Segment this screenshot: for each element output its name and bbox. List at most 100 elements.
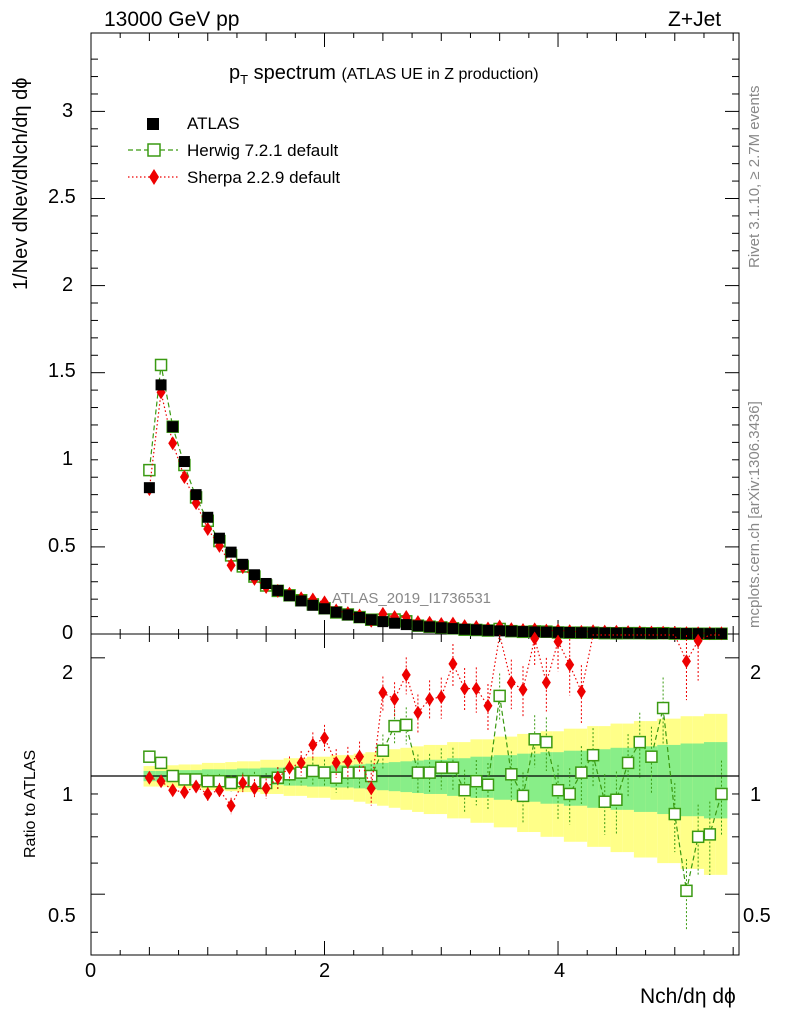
atlas-data-point: [225, 546, 237, 558]
ratio-sherpa-series: [144, 631, 722, 815]
atlas-data-point: [505, 625, 517, 637]
ratio-ytick-label-left: 2: [62, 662, 74, 684]
analysis-watermark: ATLAS_2019_I1736531: [332, 590, 492, 607]
herwig-ratio-point: [166, 769, 179, 783]
legend-atlas-marker: [147, 118, 159, 130]
ratio-ytick-label-left: 0.5: [48, 905, 76, 927]
xtick-label: 4: [554, 960, 566, 982]
herwig-ratio-point: [201, 774, 215, 788]
sherpa-ratio-point: [144, 770, 154, 785]
herwig-ratio-point: [458, 783, 471, 797]
herwig-ratio-point: [143, 750, 156, 763]
sherpa-ratio-point: [284, 760, 294, 775]
sherpa-ratio-point: [518, 682, 528, 697]
plot-title-sub: T: [240, 72, 249, 87]
herwig-ratio-point: [154, 756, 168, 770]
band-inner-bin: [715, 742, 728, 819]
sherpa-ratio-point: [331, 755, 341, 770]
sherpa-ratio-point: [366, 781, 376, 796]
herwig-ratio-point: [575, 766, 588, 779]
atlas-data-point: [470, 624, 482, 636]
herwig-ratio-point: [481, 778, 495, 792]
herwig-ratio-point: [715, 787, 728, 801]
band-inner-bin: [493, 755, 506, 800]
atlas-data-point: [657, 627, 669, 639]
atlas-data-point: [190, 489, 202, 501]
band-inner-bin: [692, 743, 704, 817]
herwig-ratio-point: [680, 884, 693, 898]
atlas-data-point: [237, 558, 249, 570]
atlas-data-point: [575, 627, 587, 639]
x-axis-label: Nch/dη dϕ: [640, 985, 736, 1008]
atlas-data-point: [330, 606, 342, 618]
sherpa-ratio-point: [448, 656, 458, 671]
main-ytick-label: 2: [62, 274, 74, 296]
process-label: Z+Jet: [668, 8, 722, 31]
xtick-label: 0: [85, 960, 97, 982]
main-ytick-label: 0: [62, 622, 74, 644]
band-inner-bin: [528, 753, 541, 802]
atlas-data-point: [610, 627, 622, 639]
sherpa-main-point: [226, 558, 236, 573]
ratio-y-axis-label: Ratio to ATLAS: [22, 749, 39, 858]
band-inner-bin: [633, 746, 646, 812]
sherpa-ratio-point: [261, 781, 271, 796]
atlas-data-point: [307, 599, 319, 611]
herwig-ratio-point: [470, 774, 483, 788]
atlas-data-point: [295, 595, 307, 607]
legend-herwig-label: Herwig 7.2.1 default: [187, 141, 339, 160]
herwig-ratio-point: [621, 756, 635, 770]
atlas-data-point: [517, 626, 529, 638]
sherpa-ratio-point: [471, 681, 481, 696]
herwig-ratio-point: [691, 830, 705, 844]
atlas-data-point: [692, 628, 704, 640]
atlas-data-point: [283, 590, 295, 602]
sherpa-ratio-point: [156, 774, 166, 789]
sherpa-ratio-point: [413, 705, 423, 720]
sherpa-main-point: [168, 436, 178, 451]
sherpa-ratio-point: [693, 633, 703, 648]
herwig-ratio-point: [411, 766, 425, 779]
band-inner-bin: [703, 742, 716, 819]
herwig-main-point: [154, 358, 168, 372]
legend: [128, 118, 178, 185]
sherpa-main-point: [203, 521, 213, 536]
sherpa-ratio-point: [506, 675, 516, 690]
atlas-data-point: [412, 620, 424, 632]
main-ytick-label: 1: [62, 448, 74, 470]
sherpa-main-point: [179, 470, 189, 485]
atlas-data-point: [447, 623, 459, 635]
atlas-data-point: [680, 628, 692, 640]
legend-atlas-label: ATLAS: [187, 114, 240, 133]
atlas-data-point: [400, 619, 412, 631]
sherpa-ratio-point: [483, 698, 493, 713]
sherpa-ratio-point: [553, 634, 563, 649]
sherpa-ratio-point: [530, 631, 540, 646]
sherpa-ratio-point: [355, 749, 365, 764]
herwig-ratio-point: [656, 701, 670, 715]
atlas-data-point: [634, 627, 646, 639]
band-inner-bin: [668, 744, 681, 815]
herwig-ratio-point: [423, 766, 436, 779]
sherpa-ratio-point: [168, 783, 178, 798]
sherpa-ratio-point: [541, 675, 551, 690]
herwig-ratio-point: [505, 768, 518, 781]
band-inner-bin: [680, 743, 693, 817]
atlas-data-point: [272, 584, 284, 596]
herwig-ratio-point: [364, 769, 378, 783]
plot-title-note: (ATLAS UE in Z production): [341, 66, 539, 83]
atlas-data-point: [143, 482, 155, 494]
band-inner-bin: [540, 752, 553, 804]
herwig-ratio-point: [516, 789, 530, 803]
main-ytick-label: 2.5: [48, 186, 76, 208]
sherpa-ratio-point: [576, 684, 586, 699]
atlas-data-point: [482, 624, 494, 636]
sherpa-ratio-point: [460, 681, 470, 696]
atlas-data-point: [167, 421, 179, 433]
ratio-plot-frame: [90, 633, 740, 956]
herwig-ratio-point: [318, 766, 331, 779]
herwig-ratio-point: [551, 783, 565, 797]
sherpa-ratio-point: [308, 737, 318, 752]
sherpa-ratio-point: [401, 667, 411, 682]
